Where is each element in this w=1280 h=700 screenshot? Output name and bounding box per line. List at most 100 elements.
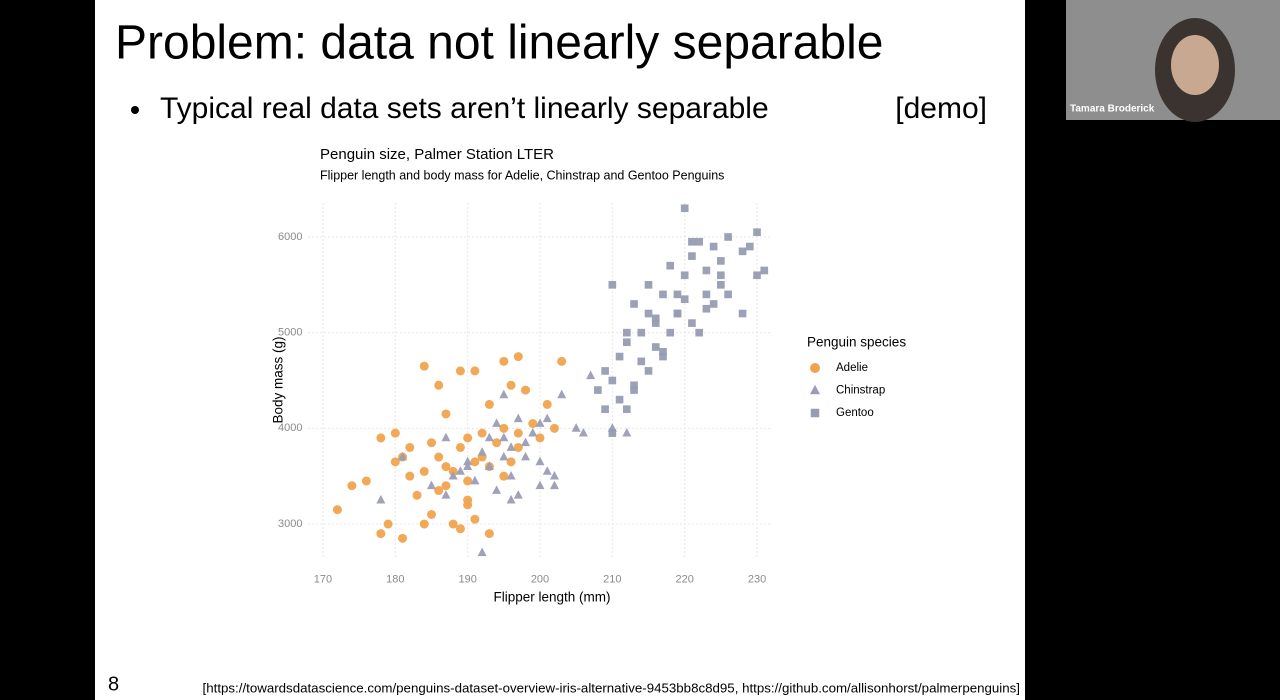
square-point bbox=[622, 405, 631, 414]
triangle-point bbox=[477, 547, 487, 557]
legend-label: Chinstrap bbox=[836, 385, 885, 397]
circle-point bbox=[463, 500, 473, 510]
circle-point bbox=[484, 529, 494, 539]
circle-point bbox=[513, 442, 523, 452]
circle-point bbox=[426, 438, 436, 448]
square-point bbox=[644, 309, 653, 318]
circle-point bbox=[463, 476, 473, 486]
citation: [https://towardsdatascience.com/penguins… bbox=[203, 681, 1020, 696]
chart-title: Penguin size, Palmer Station LTER bbox=[320, 146, 554, 163]
webcam-face bbox=[1171, 35, 1219, 95]
x-tick-label: 220 bbox=[676, 573, 694, 585]
circle-point bbox=[419, 519, 429, 529]
circle-point bbox=[470, 366, 480, 376]
square-point bbox=[637, 357, 646, 366]
square-point bbox=[709, 300, 718, 308]
triangle-point bbox=[622, 427, 632, 437]
triangle-point bbox=[455, 466, 465, 475]
square-point bbox=[753, 271, 761, 280]
square-point bbox=[702, 290, 711, 299]
square-point bbox=[695, 237, 703, 246]
square-point bbox=[630, 300, 638, 308]
circle-point bbox=[441, 481, 451, 491]
triangle-point bbox=[542, 413, 552, 423]
circle-point bbox=[383, 519, 393, 529]
square-point bbox=[688, 252, 696, 260]
circle-point bbox=[426, 509, 436, 519]
square-point bbox=[630, 381, 638, 390]
bullet-text: Typical real data sets aren’t linearly s… bbox=[160, 92, 769, 125]
x-tick-label: 200 bbox=[531, 573, 549, 585]
circle-point bbox=[434, 380, 444, 390]
square-point bbox=[651, 319, 660, 327]
triangle-point bbox=[535, 480, 545, 490]
square-point bbox=[680, 204, 689, 213]
x-tick-label: 230 bbox=[748, 573, 766, 585]
x-tick-label: 170 bbox=[314, 573, 332, 585]
square-point bbox=[709, 242, 718, 251]
demo-link: [demo] bbox=[895, 92, 987, 125]
triangle-point bbox=[477, 447, 487, 456]
circle-point bbox=[455, 442, 465, 452]
circle-point bbox=[376, 529, 386, 539]
circle-point bbox=[441, 409, 451, 419]
square-point bbox=[630, 386, 638, 394]
circle-point bbox=[434, 486, 444, 496]
triangle-point bbox=[521, 451, 531, 461]
square-point bbox=[608, 280, 617, 289]
y-tick-label: 3000 bbox=[278, 518, 302, 530]
circle-point bbox=[455, 524, 465, 534]
triangle-point bbox=[571, 423, 581, 432]
circle-point bbox=[405, 471, 415, 481]
triangle-point bbox=[499, 389, 509, 399]
triangle-point bbox=[557, 389, 567, 399]
square-point bbox=[601, 405, 609, 414]
square-point bbox=[608, 429, 617, 437]
square-point bbox=[651, 314, 660, 323]
circle-point bbox=[513, 428, 523, 438]
webcam-name: Tamara Broderick bbox=[1070, 104, 1155, 115]
circle-point bbox=[441, 462, 451, 472]
square-point bbox=[637, 328, 646, 337]
triangle-point bbox=[492, 485, 502, 494]
triangle-point bbox=[492, 418, 502, 427]
slide bbox=[95, 0, 1025, 700]
triangle-point bbox=[513, 413, 523, 423]
triangle-point bbox=[542, 466, 552, 475]
triangle-point bbox=[463, 461, 473, 470]
circle-point bbox=[448, 519, 458, 529]
triangle-point bbox=[484, 461, 494, 470]
square-point bbox=[688, 237, 696, 246]
circle-point bbox=[542, 399, 552, 409]
square-point bbox=[688, 319, 696, 327]
circle-point bbox=[557, 356, 567, 366]
triangle-point bbox=[441, 490, 451, 499]
square-point bbox=[622, 338, 631, 347]
circle-point bbox=[535, 433, 545, 443]
square-point bbox=[615, 395, 624, 404]
square-point bbox=[724, 290, 732, 299]
triangle-point bbox=[441, 432, 451, 442]
circle-point bbox=[398, 533, 408, 543]
square-point bbox=[594, 386, 602, 394]
triangle-point bbox=[549, 471, 559, 480]
triangle-point bbox=[535, 418, 545, 427]
triangle-point bbox=[448, 471, 458, 480]
triangle-point bbox=[499, 432, 509, 442]
circle-point bbox=[434, 452, 444, 462]
triangle-point bbox=[506, 471, 516, 480]
triangle-point bbox=[578, 427, 588, 437]
legend-swatch bbox=[810, 363, 820, 373]
circle-point bbox=[412, 490, 422, 500]
square-point bbox=[702, 304, 711, 313]
square-point bbox=[680, 295, 689, 304]
circle-point bbox=[499, 423, 509, 433]
square-point bbox=[760, 266, 769, 275]
square-point bbox=[666, 261, 675, 270]
circle-point bbox=[455, 366, 465, 376]
circle-point bbox=[484, 399, 494, 409]
square-point bbox=[601, 367, 609, 375]
triangle-point bbox=[376, 494, 386, 504]
